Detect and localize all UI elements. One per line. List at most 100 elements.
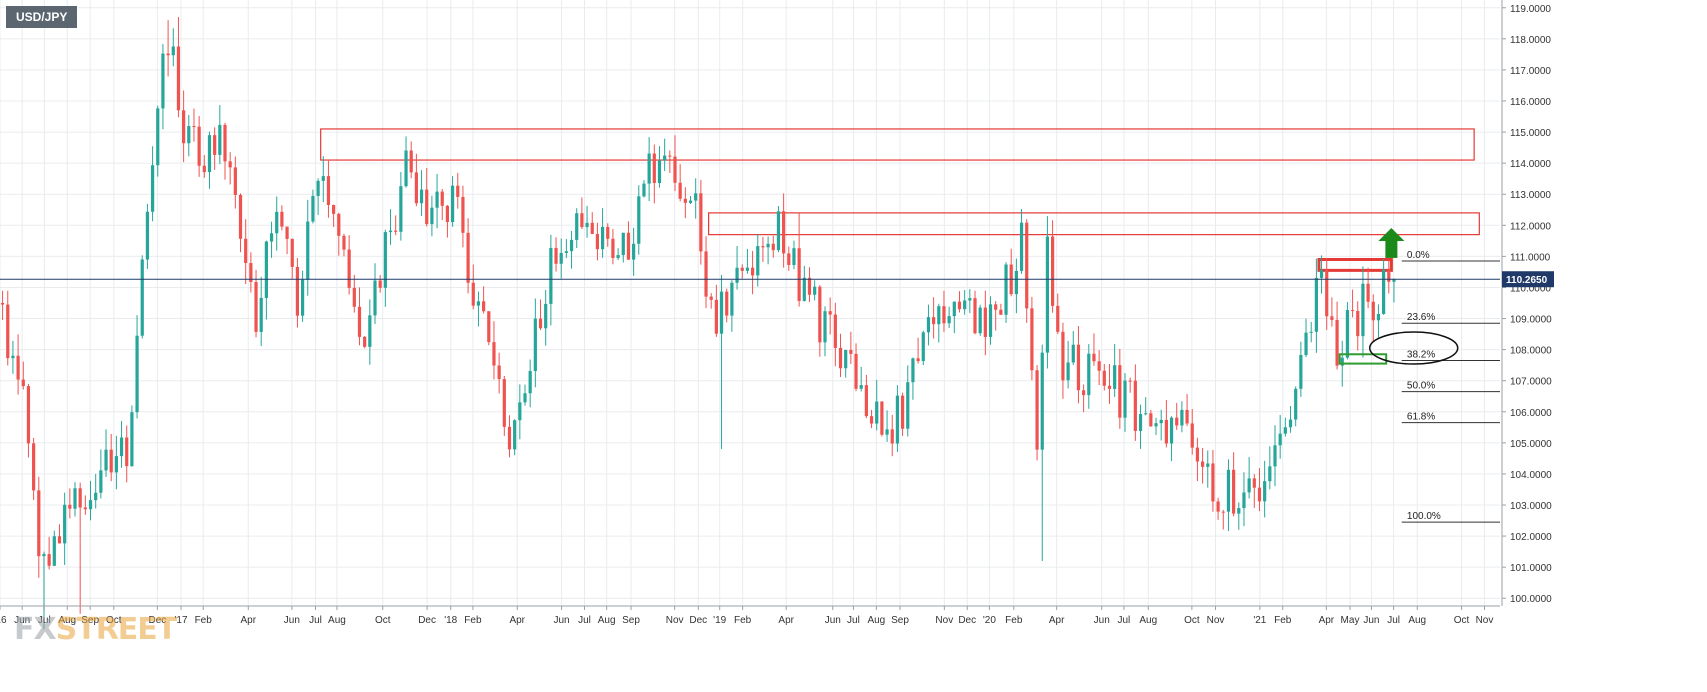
watermark-prefix: FX	[14, 612, 57, 647]
up-arrow-shaft	[1385, 239, 1398, 258]
candle-bull	[735, 267, 739, 283]
candle-bull	[1014, 270, 1018, 295]
candle-bull	[952, 301, 956, 317]
candle-bull	[145, 211, 150, 260]
candle-bull	[259, 297, 263, 332]
candle-bear	[425, 189, 429, 225]
candle-bull	[1040, 352, 1044, 450]
time-tick-label: Dec	[958, 615, 976, 626]
candle-bear	[21, 379, 25, 387]
candle-bull	[1004, 264, 1008, 315]
fib-level-label: 100.0%	[1407, 511, 1441, 522]
up-arrow-head	[1378, 227, 1405, 241]
candle-bear	[326, 176, 331, 206]
candle-bull	[694, 193, 698, 201]
candle-bear	[352, 287, 356, 307]
candle-bear	[497, 365, 501, 380]
time-tick-label: Aug	[598, 615, 616, 626]
candle-bear	[176, 46, 181, 111]
candle-bear	[1335, 319, 1339, 366]
candle-bear	[487, 311, 491, 343]
candle-bear	[482, 301, 486, 312]
fxstreet-logo: FXSTREET	[14, 612, 177, 647]
candle-bull	[63, 504, 67, 544]
candle-bear	[507, 426, 512, 450]
candle-bull	[1314, 277, 1318, 332]
time-tick-label: Nov	[935, 615, 953, 626]
candle-bull	[1123, 380, 1127, 418]
candle-bear	[1216, 501, 1220, 512]
candle-bull	[792, 248, 796, 265]
time-tick-label: Aug	[867, 615, 885, 626]
price-tick-label: 106.0000	[1510, 408, 1552, 419]
candle-bear	[1092, 353, 1096, 362]
price-tick-label: 112.0000	[1510, 221, 1551, 232]
candle-bull	[544, 303, 548, 329]
candle-bear	[818, 286, 822, 343]
price-tick-label: 108.0000	[1510, 346, 1552, 357]
candle-bear	[626, 232, 631, 260]
candle-bear	[213, 135, 217, 155]
candle-bull	[1138, 414, 1143, 431]
candle-bear	[807, 277, 812, 295]
candles	[0, 17, 1396, 630]
candle-bull	[52, 536, 56, 566]
candle-bull	[1242, 492, 1246, 509]
time-tick-label: Aug	[1408, 615, 1426, 626]
candle-bull	[1299, 354, 1303, 389]
candle-bull	[1169, 417, 1174, 444]
candle-bear	[57, 536, 62, 544]
fib-382-highlight-ellipse	[1368, 331, 1459, 365]
candle-bear	[606, 226, 610, 239]
candle-bear	[678, 182, 682, 199]
candle-bear	[864, 385, 868, 417]
price-tick-label: 104.0000	[1510, 470, 1552, 481]
time-tick-label: Feb	[464, 615, 482, 626]
time-tick-label: Sep	[81, 615, 99, 626]
candle-bull	[585, 222, 589, 228]
candle-bear	[228, 161, 232, 168]
candle-bull	[1071, 344, 1075, 363]
candle-bull	[119, 437, 124, 457]
candle-bull	[435, 191, 439, 208]
candle-bull	[1066, 362, 1070, 381]
candle-bear	[16, 355, 20, 380]
current-price-tag	[1502, 271, 1554, 288]
time-tick-label: Feb	[1274, 615, 1292, 626]
candle-bear	[828, 311, 832, 315]
candle-bear	[347, 249, 351, 288]
fib-level-label: 61.8%	[1407, 412, 1435, 423]
candle-bear	[1082, 390, 1086, 396]
candle-bull	[621, 232, 625, 256]
candle-bear	[337, 213, 341, 236]
time-tick-label: Oct	[1454, 615, 1470, 626]
candle-bull	[875, 401, 879, 424]
time-tick-label: Apr	[509, 615, 525, 626]
price-tick-label: 105.0000	[1510, 439, 1552, 450]
time-tick-label: May	[1341, 615, 1360, 626]
time-tick-label: Oct	[1184, 615, 1200, 626]
candle-bear	[202, 165, 206, 173]
candle-bull	[187, 126, 191, 144]
candle-bear	[590, 222, 594, 234]
candle-bull	[430, 207, 434, 225]
price-tick-label: 118.0000	[1510, 35, 1551, 46]
price-axis: 119.0000 118.0000 117.0000 116.0000 115.0000…	[0, 0, 1554, 606]
candle-bear	[1366, 283, 1370, 302]
candle-bull	[968, 298, 972, 301]
candle-bull	[647, 153, 651, 184]
time-tick-label: Jun	[14, 615, 30, 626]
price-tick-label: 113.0000	[1510, 190, 1551, 201]
candle-bear	[1102, 370, 1106, 386]
candle-bear	[1118, 365, 1122, 418]
candle-bull	[575, 213, 579, 240]
annotations	[1338, 227, 1459, 365]
candle-bear	[849, 350, 853, 354]
time-tick-label: Apr	[240, 615, 256, 626]
candle-bull	[523, 393, 527, 403]
candle-bull	[1045, 236, 1050, 353]
candle-bull	[937, 306, 941, 325]
candle-bull	[559, 252, 563, 264]
candle-bull	[528, 371, 532, 394]
